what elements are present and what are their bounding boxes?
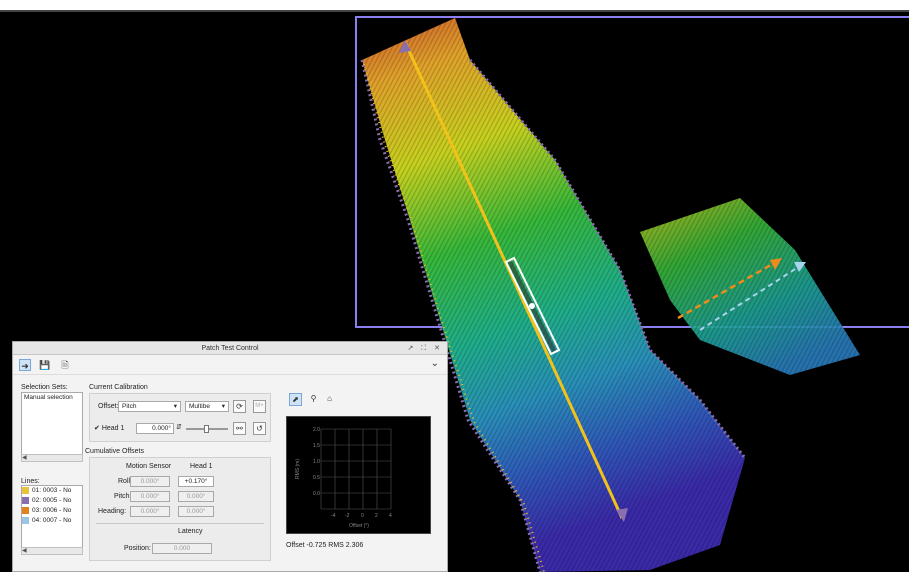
rms-plot[interactable]: 2.0 1.5 1.0 0.5 0.0 -4 -2 0 2 4 Offset (… — [286, 416, 431, 534]
roll-head-value: +0.170° — [178, 476, 214, 487]
motion-sensor-header: Motion Sensor — [126, 463, 172, 470]
line-item[interactable]: 04: 0007 - No — [22, 516, 82, 526]
slider-handle[interactable] — [204, 425, 209, 433]
lines-scrollbar[interactable]: ◀ — [21, 547, 83, 555]
dropdown-icon: ▾ — [173, 403, 177, 410]
trackline-arrow-bottom — [616, 508, 628, 522]
line-item-label: 02: 0005 - No — [32, 497, 72, 504]
selection-sets-scrollbar[interactable]: ◀ — [21, 454, 83, 462]
orange-arrowhead — [770, 258, 782, 270]
spinner-icon[interactable]: ⇵ — [176, 424, 182, 431]
plot-grid — [320, 428, 392, 510]
swath-edge-right — [468, 59, 747, 459]
ytick-label: 0.5 — [313, 475, 320, 481]
line-item[interactable]: 01: 0003 - No — [22, 486, 82, 496]
run-icon[interactable]: ➜ — [19, 359, 31, 371]
plot-xlabel: Offset (°) — [349, 523, 369, 529]
chevron-down-icon[interactable]: ⌄ — [430, 358, 439, 369]
offset-label: Offset: — [98, 403, 119, 410]
panel-title-bar: Patch Test Control ↗ ⛶ ✕ — [13, 342, 447, 355]
home-icon[interactable]: ⌂ — [327, 394, 332, 403]
xtick-label: -2 — [345, 513, 350, 519]
xtick-label: -4 — [331, 513, 336, 519]
orange-direction-arrow — [677, 260, 777, 320]
zoom-icon[interactable]: ⚲ — [310, 394, 317, 403]
xtick-label: 4 — [389, 513, 392, 519]
panel-title: Patch Test Control — [201, 345, 259, 352]
head1-checkbox[interactable]: ✔ Head 1 — [94, 424, 124, 432]
line-item-label: 03: 0006 - No — [32, 507, 72, 514]
position-value: 0.000 — [152, 543, 212, 554]
trackline-arrow-top — [399, 40, 411, 53]
heading-label: Heading: — [98, 508, 127, 515]
offset-select[interactable]: Pitch ▾ — [118, 401, 181, 412]
swath-edge-left — [360, 59, 542, 572]
patch-test-control-panel: Patch Test Control ↗ ⛶ ✕ ➜ 💾 🗎 ⌄ Selecti… — [12, 341, 448, 572]
current-calibration-group: Offset: Pitch ▾ Multibe ▾ ⟳ M+ ✔ Head 1 0.… — [89, 393, 271, 442]
roll-motion-value: 0.000° — [130, 476, 170, 487]
roll-label: Roll: — [118, 478, 133, 485]
ytick-label: 0.0 — [313, 491, 320, 497]
pointer-icon[interactable]: ⬈ — [289, 393, 302, 406]
checkbox-checked-icon: ✔ — [94, 425, 100, 432]
plot-status: Offset -0.725 RMS 2.306 — [286, 542, 364, 549]
head1-label: Head 1 — [101, 425, 125, 432]
heading-motion-value: 0.000° — [130, 506, 170, 517]
pitch-head-value: 0.000° — [178, 491, 214, 502]
xtick-label: 0 — [361, 513, 364, 519]
ytick-label: 1.0 — [313, 459, 320, 465]
mode-select[interactable]: Multibe ▾ — [185, 401, 229, 412]
refresh-icon[interactable]: ⟳ — [233, 400, 246, 413]
export-icon[interactable]: 🗎 — [61, 360, 69, 370]
line-item[interactable]: 02: 0005 - No — [22, 496, 82, 506]
blue-arrowhead — [794, 262, 806, 272]
line-item-label: 04: 0007 - No — [32, 517, 72, 524]
pitch-label: Pitch: — [114, 493, 132, 500]
blue-direction-arrow — [699, 265, 801, 331]
mp-button[interactable]: M+ — [253, 400, 266, 413]
line-color-swatch — [22, 516, 29, 524]
line-item-label: 01: 0003 - No — [32, 487, 72, 494]
save-icon[interactable]: 💾 — [39, 360, 51, 370]
divider — [96, 523, 264, 524]
pitch-motion-value: 0.000° — [130, 491, 170, 502]
xtick-label: 2 — [375, 513, 378, 519]
cumulative-offsets-group: Motion Sensor Head 1 Roll: 0.000° +0.170… — [89, 457, 271, 561]
selection-sets-label: Selection Sets: — [21, 384, 68, 391]
lines-list[interactable]: 01: 0003 - No 02: 0005 - No 03: 0006 - N… — [21, 485, 83, 555]
dropdown-icon: ▾ — [221, 403, 225, 410]
line-color-swatch — [22, 506, 29, 514]
line-color-swatch — [22, 496, 29, 504]
selection-rectangle[interactable] — [504, 256, 561, 356]
title-bar — [0, 0, 909, 12]
line-item[interactable]: 03: 0006 - No — [22, 506, 82, 516]
secondary-swath-texture — [640, 198, 860, 375]
line-color-swatch — [22, 486, 29, 494]
offset-select-value: Pitch — [122, 403, 137, 410]
cumulative-offsets-label: Cumulative Offsets — [85, 448, 145, 455]
swath-edge-yellow — [363, 63, 545, 572]
selection-set-item[interactable]: Manual selection — [24, 394, 73, 401]
ytick-label: 1.5 — [313, 443, 320, 449]
link-icon[interactable]: ⚯ — [233, 422, 246, 435]
undo-icon[interactable]: ↺ — [253, 422, 266, 435]
panel-toolbar: ➜ 💾 🗎 ⌄ — [13, 355, 447, 375]
mode-select-value: Multibe — [189, 403, 210, 410]
rms-plot-svg: 2.0 1.5 1.0 0.5 0.0 -4 -2 0 2 4 Offset (… — [295, 427, 392, 529]
current-calibration-label: Current Calibration — [89, 384, 148, 391]
trackline — [403, 41, 624, 519]
plot-ylabel: RMS (m) — [295, 459, 301, 479]
head1-value-input[interactable]: 0.000° — [136, 423, 174, 434]
lines-label: Lines: — [21, 478, 40, 485]
selection-sets-list[interactable]: Manual selection — [21, 392, 83, 462]
position-label: Position: — [124, 545, 151, 552]
head1-slider[interactable] — [186, 425, 228, 433]
head1-header: Head 1 — [190, 463, 213, 470]
heading-head-value: 0.000° — [178, 506, 214, 517]
ytick-label: 2.0 — [313, 427, 320, 433]
window-buttons[interactable]: ↗ ⛶ ✕ — [407, 345, 443, 352]
latency-label: Latency — [178, 528, 203, 535]
